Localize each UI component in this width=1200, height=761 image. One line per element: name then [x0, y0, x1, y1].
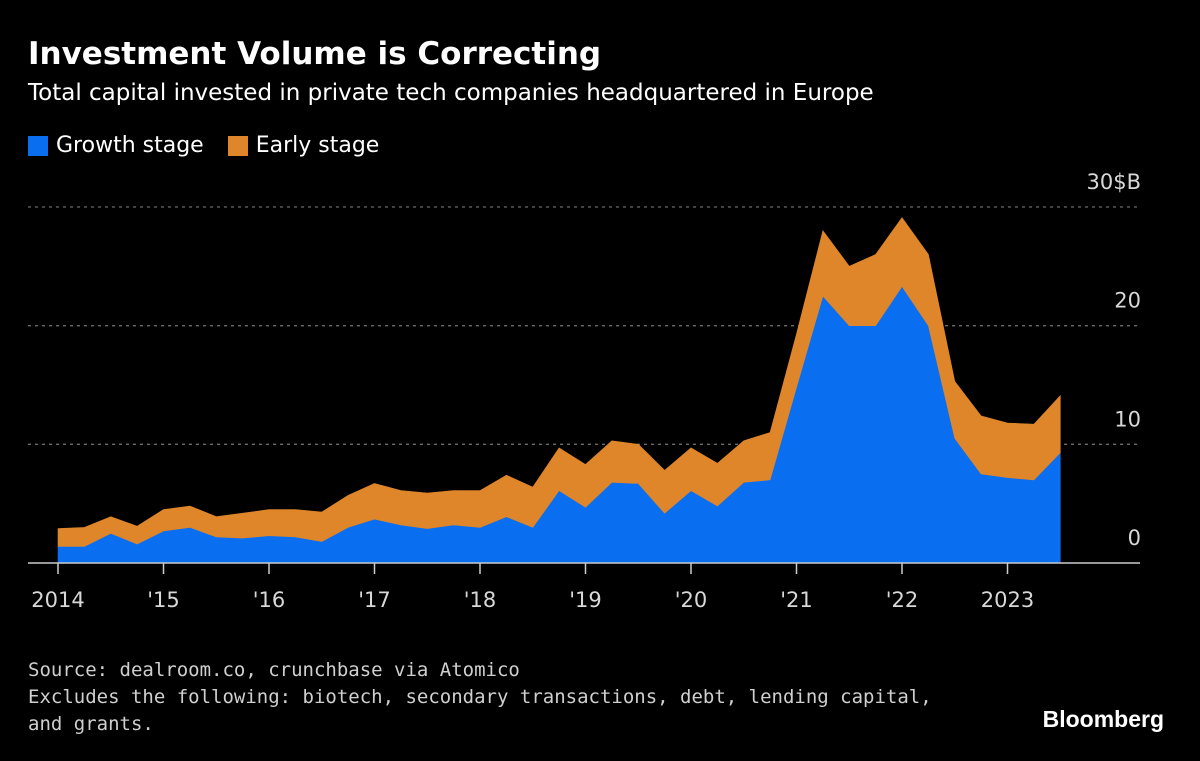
y-tick-label-20: 20	[1114, 289, 1141, 313]
x-tick-label-2017: '17	[358, 588, 391, 612]
area-early-stage	[57, 217, 1061, 547]
note-line-1: Excludes the following: biotech, seconda…	[28, 686, 932, 708]
y-tick-label-30: 30$B	[1087, 170, 1142, 194]
x-tick-label-2016: '16	[253, 588, 286, 612]
legend-swatch-early	[227, 135, 248, 156]
x-tick-label-2020: '20	[675, 588, 708, 612]
chart-subtitle: Total capital invested in private tech c…	[28, 80, 874, 106]
x-tick-label-2023: 2023	[981, 588, 1034, 612]
bloomberg-logo: Bloomberg	[1042, 706, 1164, 732]
source-note: Source: dealroom.co, crunchbase via Atom…	[28, 657, 932, 738]
y-tick-label-0: 0	[1128, 526, 1141, 550]
y-tick-label-10: 10	[1114, 407, 1141, 431]
legend-swatch-growth	[28, 135, 48, 156]
chart-title: Investment Volume is Correcting	[28, 36, 602, 72]
x-tick-label-2014: 2014	[31, 588, 84, 612]
x-tick-label-2018: '18	[464, 588, 497, 612]
legend: Growth stage Early stage	[28, 133, 403, 158]
legend-label-growth: Growth stage	[56, 133, 204, 158]
legend-item-growth: Growth stage	[28, 133, 204, 158]
source-line: Source: dealroom.co, crunchbase via Atom…	[28, 659, 520, 681]
legend-label-early: Early stage	[255, 133, 380, 158]
x-tick-label-2019: '19	[569, 588, 602, 612]
legend-item-early: Early stage	[227, 133, 380, 158]
x-tick-label-2021: '21	[780, 588, 813, 612]
note-line-2: and grants.	[28, 713, 154, 735]
x-tick-label-2022: '22	[886, 588, 919, 612]
x-tick-label-2015: '15	[147, 588, 180, 612]
